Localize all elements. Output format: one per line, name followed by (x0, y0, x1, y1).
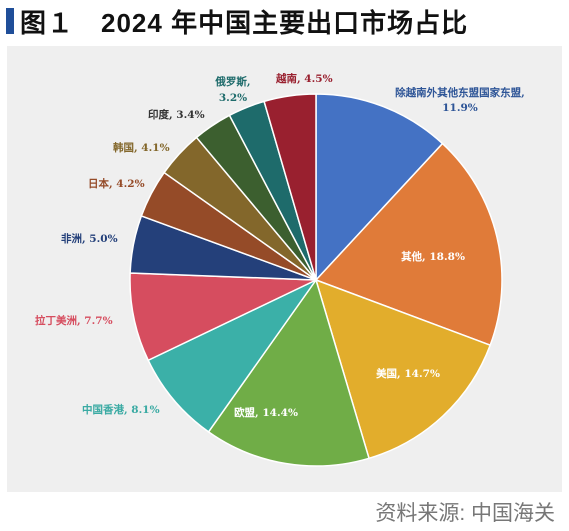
pie-slice-12 (263, 93, 317, 281)
slice-label-9: 韩国, 4.1% (113, 141, 170, 154)
pie-slice-2 (314, 142, 503, 347)
pie-slice-3 (314, 278, 492, 460)
slice-label-1: 除越南外其他东盟国家东盟, (395, 86, 525, 99)
slice-label-11: 俄罗斯, (214, 75, 250, 88)
chart-title: 图１ 2024 年中国主要出口市场占比 (20, 7, 469, 38)
pie-slice-1 (315, 93, 444, 282)
slice-label-8: 日本, 4.2% (88, 177, 145, 190)
pie-slice-4 (207, 278, 370, 467)
slice-value-label-11: 3.2% (219, 92, 247, 104)
slice-label-6: 拉丁美洲, 7.7% (35, 314, 113, 327)
chart-header: 图１ 2024 年中国主要出口市场占比 (6, 5, 469, 38)
slice-value-label-1: 11.9% (442, 102, 478, 114)
slice-label-2: 其他, 18.8% (401, 250, 465, 263)
source-note: 资料来源: 中国海关 (375, 502, 555, 525)
title-accent-bar (6, 8, 14, 34)
slice-label-5: 中国香港, 8.1% (82, 403, 160, 416)
pie-slice-5 (147, 278, 319, 433)
slice-label-10: 印度, 3.4% (148, 108, 205, 121)
slice-label-7: 非洲, 5.0% (61, 232, 118, 245)
slice-label-3: 美国, 14.7% (376, 367, 440, 380)
slice-label-12: 越南, 4.5% (275, 72, 333, 85)
slice-label-4: 欧盟, 14.4% (234, 406, 298, 419)
